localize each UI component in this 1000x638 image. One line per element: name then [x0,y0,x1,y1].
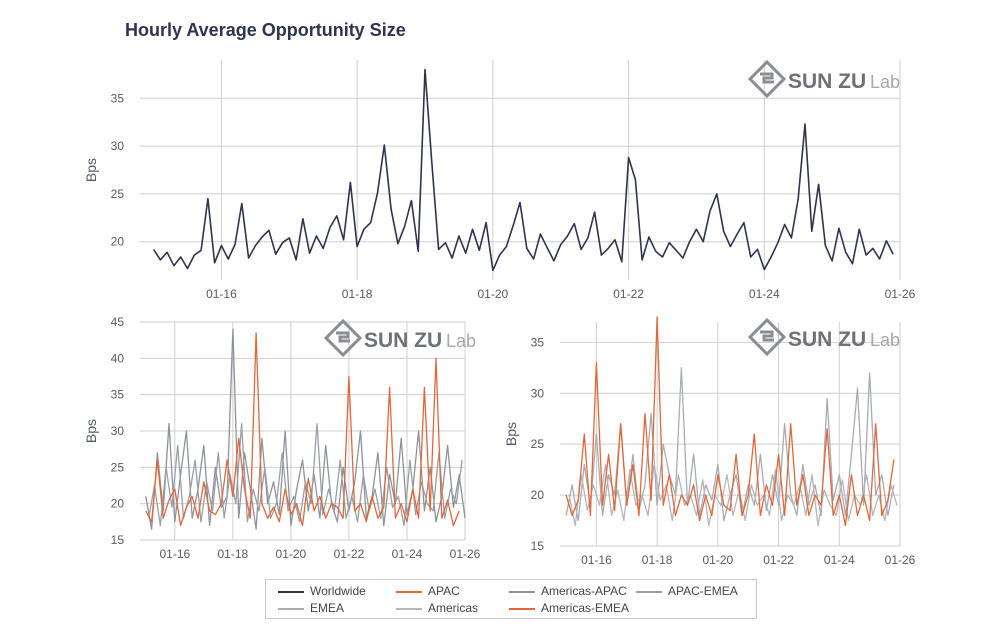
series-line-apac [565,316,895,527]
legend-swatch-emea [278,607,304,610]
x-tick-label: 01-22 [763,553,794,567]
y-tick-label: 20 [111,497,125,511]
x-tick-label: 01-26 [885,553,916,567]
legend-label: Worldwide [310,584,366,598]
logo-diamond [747,317,787,357]
legend-label: APAC [428,584,460,598]
series-line-americas [568,463,898,527]
y-tick-label: 35 [531,335,545,349]
y-tick-label: 30 [531,386,545,400]
legend-item-worldwide: Worldwide [278,584,366,598]
logo-glyph [336,331,350,343]
watermark-main-text: SUN ZU [788,70,866,93]
watermark-sub-text: Lab [446,331,476,351]
legend-item-americas: Americas [396,601,478,615]
legend-item-apac: APAC [396,584,460,598]
watermark-logo-0: SUN ZU Lab [747,59,900,99]
y-tick-label: 35 [111,388,125,402]
x-tick-label: 01-24 [749,287,780,301]
y-tick-label: 30 [111,139,125,153]
y-tick-label: 25 [111,187,125,201]
legend-label: Americas-EMEA [541,601,630,615]
y-tick-label: 25 [531,437,545,451]
series-line-worldwide [152,68,894,272]
x-tick-label: 01-22 [334,547,365,561]
x-tick-label: 01-26 [450,547,481,561]
logo-glyph [760,330,774,342]
chart-title: Hourly Average Opportunity Size [125,20,406,40]
y-axis-label: Bps [503,422,519,446]
y-tick-label: 15 [531,539,545,553]
watermark-sub-text: Lab [870,330,900,350]
logo-glyph [760,72,774,84]
y-tick-label: 35 [111,91,125,105]
y-tick-label: 40 [111,351,125,365]
watermark-logo-1: SUN ZU Lab [323,318,476,358]
x-tick-label: 01-24 [824,553,855,567]
y-axis-label: Bps [83,158,99,182]
legend-swatch-americas [396,607,422,610]
legend: Worldwide APAC Americas-APAC APAC-EMEA E… [265,579,757,619]
legend-label: Americas [428,601,479,615]
legend-swatch-americas-emea [509,607,535,610]
x-tick-label: 01-20 [478,287,509,301]
x-tick-label: 01-20 [276,547,307,561]
series-line-americas-emea [145,332,460,527]
x-tick-label: 01-24 [392,547,423,561]
logo-diamond [747,59,787,99]
legend-swatch-apac [396,590,422,593]
x-tick-label: 01-22 [613,287,644,301]
legend-item-americas-apac: Americas-APAC [509,584,627,598]
watermark-main-text: SUN ZU [364,329,442,352]
y-tick-label: 15 [111,533,125,547]
legend-swatch-americas-apac [509,590,535,593]
legend-label: APAC-EMEA [668,584,738,598]
x-tick-label: 01-26 [885,287,916,301]
y-tick-label: 30 [111,424,125,438]
x-tick-label: 01-20 [703,553,734,567]
series-line-apac-emea [148,423,463,527]
panel-worldwide: 20 25 30 35 01-16 01-18 01-20 01-22 01-24 01-26 Bp… [83,60,916,301]
logo-diamond [323,318,363,358]
y-tick-label: 20 [111,235,125,249]
legend-item-apac-emea: APAC-EMEA [636,584,738,598]
y-axis-label: Bps [83,419,99,443]
x-tick-label: 01-18 [218,547,249,561]
watermark-logo-2: SUN ZU Lab [747,317,900,357]
legend-label: Americas-APAC [541,584,627,598]
y-tick-label: 20 [531,488,545,502]
legend-swatch-apac-emea [636,590,662,593]
x-tick-label: 01-16 [581,553,612,567]
x-tick-label: 01-18 [342,287,373,301]
watermark-main-text: SUN ZU [788,328,866,351]
legend-label: EMEA [310,601,345,615]
x-tick-label: 01-16 [206,287,237,301]
legend-item-emea: EMEA [278,601,344,615]
panel-regions-right: 15 20 25 30 35 01-16 01-18 01-20 01-22 01-24 01-26… [503,316,916,567]
panel-regions-left: 15 20 25 30 35 40 45 01-16 01-18 01-20 01-22 01-24 0… [83,315,481,561]
y-tick-label: 45 [111,315,125,329]
x-tick-label: 01-16 [159,547,190,561]
y-tick-label: 25 [111,460,125,474]
legend-swatch-worldwide [278,590,304,593]
watermark-sub-text: Lab [870,72,900,92]
x-tick-label: 01-18 [642,553,673,567]
legend-item-americas-emea: Americas-EMEA [509,601,629,615]
